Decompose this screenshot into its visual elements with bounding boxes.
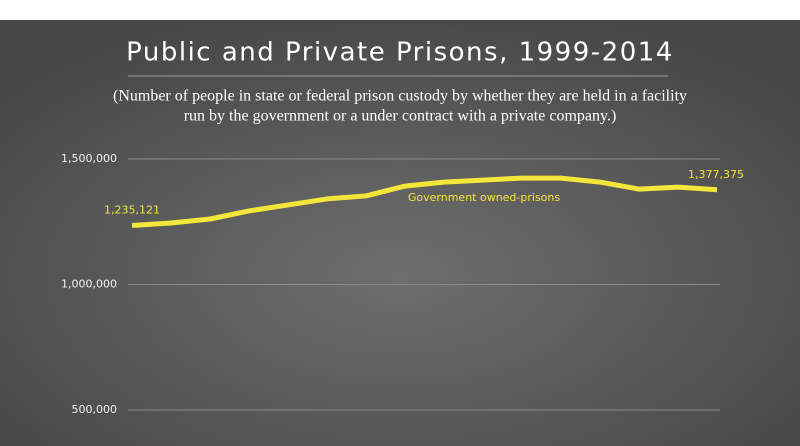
value-label: 1,377,375 [688, 168, 744, 181]
background [0, 20, 800, 446]
series-label: Government owned-prisons [408, 191, 561, 204]
y-tick-label: 1,500,000 [61, 152, 117, 165]
value-label: 1,235,121 [104, 203, 160, 216]
data-line [131, 175, 718, 228]
y-tick-label: 1,000,000 [61, 278, 117, 291]
chart-title: Public and Private Prisons, 1999-2014 [126, 38, 674, 68]
subtitle: (Number of people in state or federal pr… [113, 88, 687, 105]
y-tick-label: 500,000 [72, 403, 118, 416]
top-strip [0, 0, 800, 20]
subtitle: run by the government or a under contrac… [184, 108, 617, 125]
